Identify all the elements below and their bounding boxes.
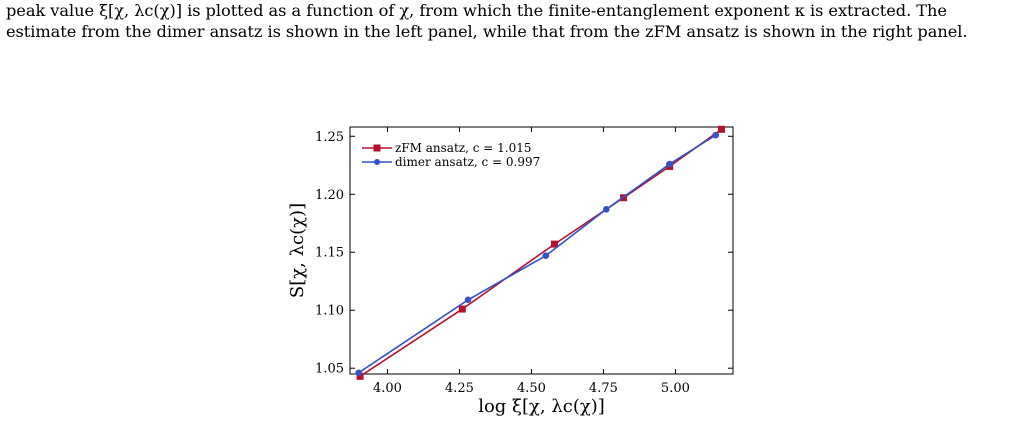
y-tick-label: 1.05: [315, 362, 344, 377]
x-tick-label: 4.00: [373, 381, 402, 396]
data-point-circle: [355, 369, 362, 377]
data-point-square: [458, 305, 466, 313]
data-point-square: [717, 125, 725, 133]
x-tick-label: 5.00: [661, 381, 690, 396]
y-tick-label: 1.10: [315, 304, 344, 319]
plot-frame: [349, 126, 734, 375]
y-tick-label: 1.25: [315, 130, 344, 145]
x-tick-label: 4.25: [445, 381, 474, 396]
y-tick-label: 1.15: [315, 246, 344, 261]
figure-caption: peak value ξ[χ, λc(χ)] is plotted as a f…: [6, 0, 1024, 42]
caption-line-1: peak value ξ[χ, λc(χ)] is plotted as a f…: [6, 1, 947, 20]
data-point-circle: [666, 160, 673, 168]
legend-marker-circle: [374, 159, 380, 165]
legend-marker-square: [373, 144, 381, 152]
data-point-square: [550, 240, 558, 248]
caption-line-2: estimate from the dimer ansatz is shown …: [6, 22, 968, 41]
legend-label-2: dimer ansatz, c = 0.997: [395, 155, 540, 169]
series-line-1: [359, 128, 722, 377]
x-tick-label: 4.50: [517, 381, 546, 396]
data-point-square: [356, 372, 364, 380]
y-tick-label: 1.20: [315, 188, 344, 203]
data-point-circle: [542, 252, 550, 260]
legend-label-1: zFM ansatz, c = 1.015: [395, 141, 531, 155]
y-axis-label: S[χ, λc(χ)]: [287, 203, 308, 298]
data-point-circle: [602, 206, 610, 213]
x-axis-label: log ξ[χ, λc(χ)]: [478, 396, 605, 417]
series-line-2: [358, 134, 717, 374]
plot-area: 4.00 4.25 4.50 4.75 5.00 1.05 1.10 1.15 1.20 1.25…: [287, 125, 734, 417]
x-tick-label: 4.75: [589, 381, 618, 396]
data-point-circle: [712, 131, 720, 139]
data-point-circle: [464, 296, 472, 304]
